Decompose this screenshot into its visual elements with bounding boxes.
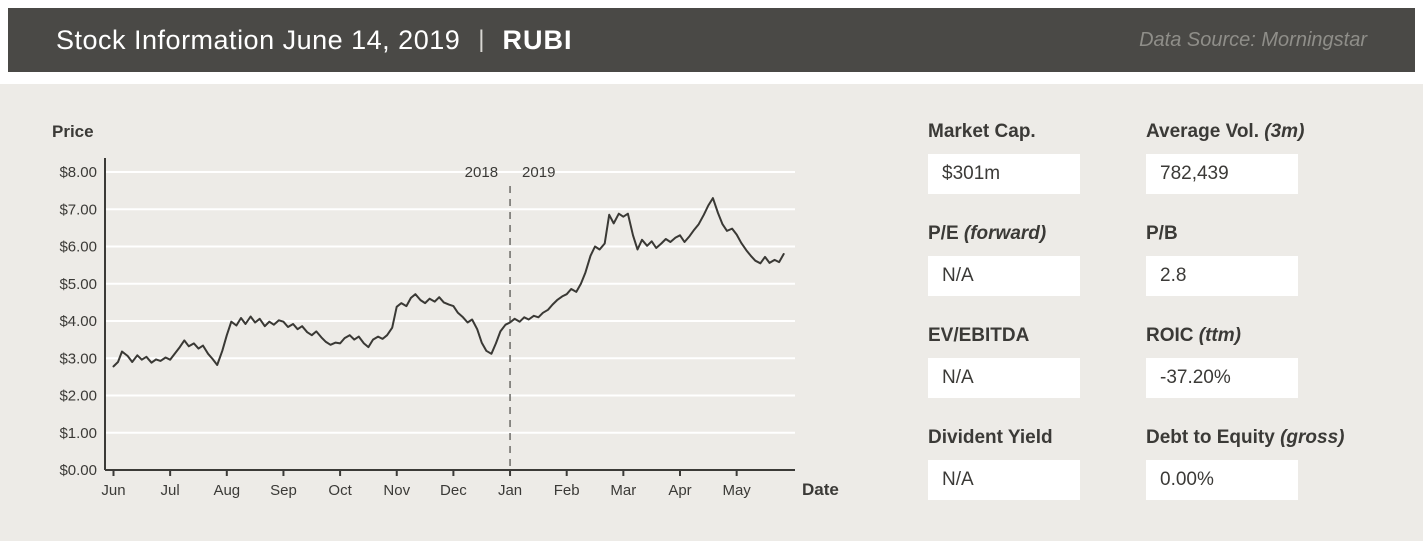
x-tick-label: Mar (610, 482, 636, 499)
y-tick-label: $0.00 (59, 462, 97, 479)
stat-value: 2.8 (1146, 256, 1298, 296)
stat-label: P/B (1146, 222, 1344, 246)
stat-value: 782,439 (1146, 154, 1298, 194)
stat-label-text: P/E (928, 223, 959, 244)
data-source-credit: Data Source: Morningstar (1139, 28, 1367, 51)
y-tick-label: $4.00 (59, 313, 97, 330)
stat-ev-ebitda: EV/EBITDA N/A (928, 324, 1146, 398)
x-axis-title: Date (802, 480, 839, 499)
stats-panel: Market Cap. $301m Average Vol. (3m) 782,… (928, 120, 1344, 500)
stat-label-text: Market Cap. (928, 121, 1036, 142)
stat-value: N/A (928, 358, 1080, 398)
stat-label-note: (3m) (1264, 121, 1305, 142)
y-tick-label: $5.00 (59, 276, 97, 293)
price-line-chart-svg: $0.00 $1.00 $2.00 $3.00 $4.00 $5.00 $6.00 $7.00… (52, 122, 839, 499)
stat-value: -37.20% (1146, 358, 1298, 398)
year-label-left: 2018 (465, 164, 498, 181)
x-tick-label: Aug (213, 482, 240, 499)
stat-label: EV/EBITDA (928, 324, 1146, 348)
x-tick-label: Jan (498, 482, 522, 499)
x-tick-label: May (722, 482, 751, 499)
title-divider: | (478, 26, 485, 53)
content-area: $0.00 $1.00 $2.00 $3.00 $4.00 $5.00 $6.00 $7.00… (0, 84, 1423, 541)
stat-average-volume: Average Vol. (3m) 782,439 (1146, 120, 1344, 194)
x-tick-label: Jul (161, 482, 180, 499)
y-tick-label: $6.00 (59, 239, 97, 256)
x-tick-label: Oct (328, 482, 352, 499)
y-tick-label: $7.00 (59, 201, 97, 218)
price-chart: $0.00 $1.00 $2.00 $3.00 $4.00 $5.00 $6.00 $7.00… (50, 115, 850, 515)
price-series-line (112, 197, 785, 368)
year-label-right: 2019 (522, 164, 555, 181)
x-tick-label: Sep (270, 482, 297, 499)
y-tick-label: $3.00 (59, 350, 97, 367)
x-tick-label: Dec (440, 482, 467, 499)
stat-label-note: (ttm) (1198, 325, 1241, 346)
stat-label-text: Average Vol. (1146, 121, 1259, 142)
stat-debt-to-equity: Debt to Equity (gross) 0.00% (1146, 426, 1344, 500)
stat-label: Debt to Equity (gross) (1146, 426, 1344, 450)
stat-label: Divident Yield (928, 426, 1146, 450)
stat-label: Average Vol. (3m) (1146, 120, 1344, 144)
stat-label-text: P/B (1146, 223, 1178, 244)
stat-label: ROIC (ttm) (1146, 324, 1344, 348)
stat-dividend-yield: Divident Yield N/A (928, 426, 1146, 500)
stat-value: 0.00% (1146, 460, 1298, 500)
stat-label-text: ROIC (1146, 325, 1194, 346)
stat-market-cap: Market Cap. $301m (928, 120, 1146, 194)
stat-pe-forward: P/E (forward) N/A (928, 222, 1146, 296)
stat-label-note: (forward) (963, 223, 1047, 244)
stat-roic: ROIC (ttm) -37.20% (1146, 324, 1344, 398)
y-tick-label: $1.00 (59, 425, 97, 442)
stat-label-text: Debt to Equity (1146, 427, 1275, 448)
y-tick-label: $2.00 (59, 388, 97, 405)
y-tick-label: $8.00 (59, 164, 97, 181)
x-tick-label: Nov (383, 482, 410, 499)
stat-label: Market Cap. (928, 120, 1146, 144)
stat-value: $301m (928, 154, 1080, 194)
ticker-symbol: RUBI (502, 24, 573, 55)
stat-label-text: Divident Yield (928, 427, 1053, 448)
y-axis-title: Price (52, 122, 94, 141)
stat-label: P/E (forward) (928, 222, 1146, 246)
stat-label-text: EV/EBITDA (928, 325, 1030, 346)
stat-pb: P/B 2.8 (1146, 222, 1344, 296)
page-title: Stock Information June 14, 2019 (56, 24, 461, 55)
stat-value: N/A (928, 460, 1080, 500)
x-tick-label: Apr (668, 482, 691, 499)
x-tick-label: Jun (101, 482, 125, 499)
stat-value: N/A (928, 256, 1080, 296)
x-tick-label: Feb (554, 482, 580, 499)
stat-label-note: (gross) (1280, 427, 1345, 448)
header-bar: Stock Information June 14, 2019 | RUBI D… (8, 8, 1415, 72)
